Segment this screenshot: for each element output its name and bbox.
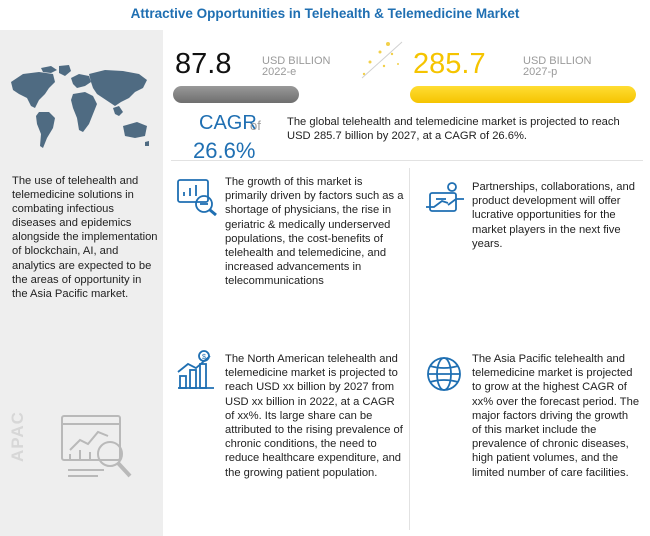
card-asia-pacific: The Asia Pacific telehealth and telemedi… <box>472 353 640 479</box>
stat-2022-year: 2022-e <box>262 66 297 78</box>
divider <box>171 160 643 161</box>
sidebar-text: The use of telehealth and telemedicine s… <box>12 175 158 300</box>
divider-vertical <box>409 168 410 530</box>
stat-2022-unit: USD BILLION <box>262 55 331 67</box>
handshake-icon <box>426 182 464 212</box>
world-map-icon <box>11 65 149 148</box>
globe-icon <box>427 357 461 391</box>
svg-text:$: $ <box>202 354 206 361</box>
stat-2027-year: 2027-p <box>523 66 558 78</box>
stat-2027-value: 285.7 <box>413 48 486 80</box>
region-label: APAC <box>8 411 27 462</box>
page-title: Attractive Opportunities in Telehealth &… <box>130 6 520 21</box>
sparkle-decoration-icon <box>361 41 403 79</box>
stat-2027-unit: USD BILLION <box>523 55 592 67</box>
market-summary: The global telehealth and telemedicine m… <box>287 116 620 142</box>
bar-chart-dollar-icon: $ <box>177 350 214 389</box>
stat-2022-value: 87.8 <box>175 48 232 80</box>
bar-2022 <box>173 86 299 103</box>
card-growth-drivers: The growth of this market is primarily d… <box>225 176 404 288</box>
cagr-of-text: of <box>250 118 261 133</box>
sidebar: The use of telehealth and telemedicine s… <box>0 30 163 536</box>
card-north-america: The North American telehealth and teleme… <box>225 353 403 479</box>
card-partnerships: Partnerships, collaborations, and produc… <box>472 181 635 250</box>
bar-2027 <box>410 86 636 103</box>
growth-drivers-icon <box>177 179 217 216</box>
analytics-magnifier-icon <box>61 415 132 478</box>
cagr-label: CAGR <box>199 112 257 134</box>
cagr-value: 26.6% <box>193 138 256 163</box>
